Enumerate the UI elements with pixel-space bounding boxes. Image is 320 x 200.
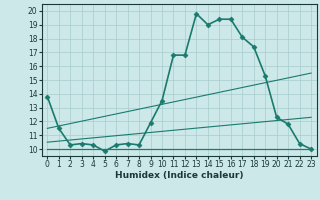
X-axis label: Humidex (Indice chaleur): Humidex (Indice chaleur) <box>115 171 244 180</box>
